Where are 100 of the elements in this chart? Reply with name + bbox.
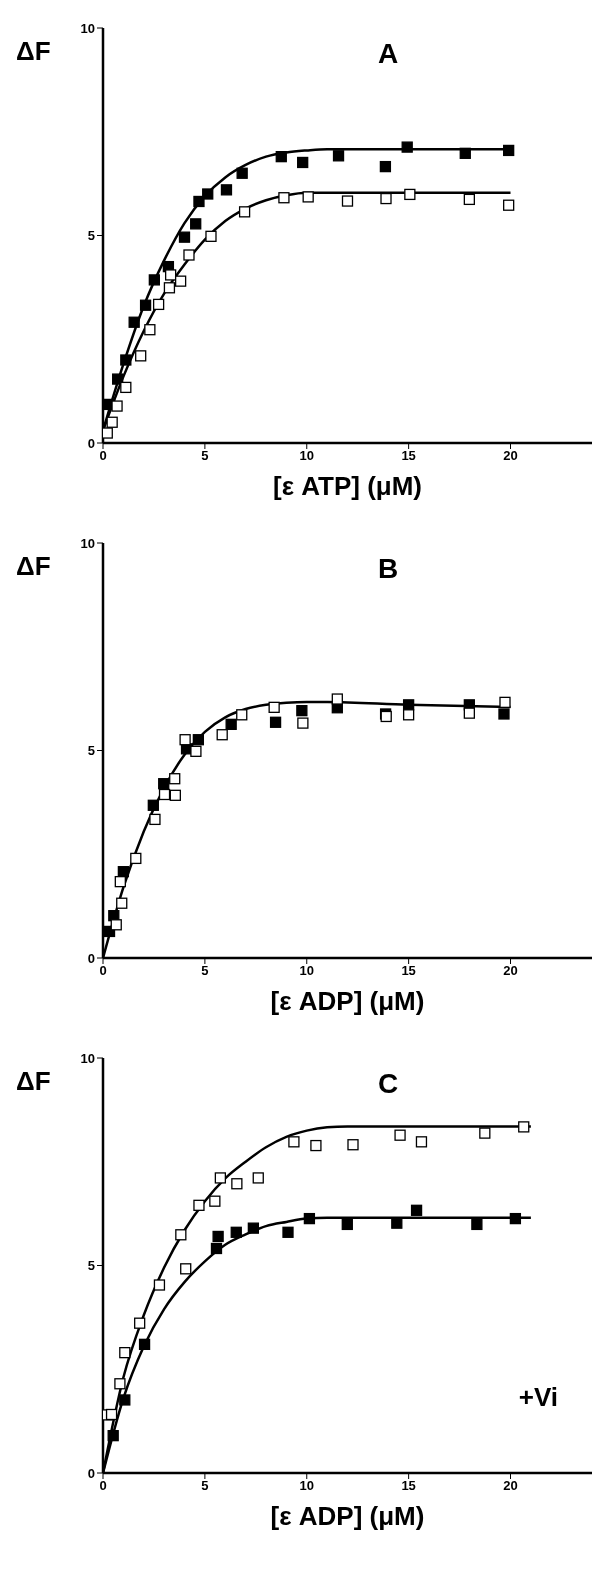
point [394, 1129, 406, 1141]
x-tick-label: 10 [299, 448, 314, 464]
point [459, 147, 471, 159]
y-tick-label: 0 [87, 1465, 95, 1481]
point [149, 813, 161, 826]
point [119, 1394, 131, 1406]
y-tick-label: 5 [87, 1258, 95, 1274]
point [175, 1229, 187, 1241]
y-tick-label: 0 [87, 435, 95, 451]
point [302, 191, 314, 203]
x-tick-label: 5 [201, 1478, 209, 1494]
point [303, 1212, 316, 1225]
point [379, 160, 392, 173]
x-tick-label: 10 [299, 1478, 314, 1494]
y-tick-label: 5 [87, 743, 95, 759]
y-axis-title: ΔF [16, 1066, 51, 1097]
point [130, 852, 142, 865]
chart-title: B [377, 553, 399, 584]
point [238, 206, 251, 218]
point [297, 156, 309, 169]
point [153, 1279, 166, 1291]
point [310, 1139, 322, 1152]
point [128, 316, 140, 328]
point [163, 282, 176, 294]
x-tick-label: 10 [299, 963, 314, 979]
point [205, 230, 217, 242]
point [331, 693, 343, 705]
x-axis-title: [ε ADP] (μM) [270, 1501, 425, 1531]
point [190, 218, 202, 230]
point [147, 799, 159, 811]
y-tick-label: 10 [80, 535, 95, 551]
point [341, 195, 354, 207]
point [463, 707, 475, 719]
point [178, 231, 191, 243]
point [230, 1226, 242, 1238]
point [192, 734, 205, 746]
point [148, 274, 160, 286]
point [220, 184, 233, 196]
x-tick-label: 20 [503, 1478, 518, 1494]
x-tick-label: 15 [401, 448, 416, 464]
point [288, 1136, 300, 1148]
point [297, 717, 309, 729]
x-tick-label: 15 [401, 1478, 416, 1494]
point [332, 150, 345, 162]
point [138, 1338, 151, 1350]
point [268, 701, 280, 713]
point [499, 696, 511, 709]
x-tick-label: 20 [503, 448, 518, 464]
point [165, 269, 177, 281]
point [202, 188, 214, 200]
point [236, 709, 248, 721]
point [190, 745, 202, 757]
point [134, 1317, 146, 1329]
point [114, 1378, 126, 1390]
x-tick-label: 0 [99, 1478, 107, 1494]
chart-title: C [377, 1068, 399, 1099]
y-axis-title: ΔF [16, 36, 51, 67]
point [193, 195, 205, 208]
point [116, 897, 128, 909]
point [231, 1178, 243, 1190]
point [282, 1226, 294, 1238]
point [225, 718, 237, 731]
point [158, 788, 171, 801]
point [112, 373, 124, 385]
point [183, 249, 195, 261]
point [471, 1218, 483, 1231]
x-tick-label: 15 [401, 963, 416, 979]
point [236, 167, 248, 179]
point [212, 1230, 224, 1243]
x-tick-label: 20 [503, 963, 518, 979]
point [278, 192, 290, 204]
x-tick-label: 5 [201, 448, 209, 464]
point [341, 1218, 353, 1231]
point [498, 708, 510, 720]
y-tick-label: 5 [87, 228, 95, 244]
x-tick-label: 0 [99, 448, 107, 464]
y-axis-title: ΔF [16, 551, 51, 582]
point [269, 716, 282, 728]
point [503, 144, 515, 157]
point [110, 919, 122, 931]
point [402, 709, 415, 721]
point [275, 151, 287, 163]
point [180, 1263, 192, 1275]
point [503, 199, 515, 211]
point [401, 141, 413, 153]
point [296, 705, 308, 717]
y-tick-label: 10 [80, 20, 95, 36]
point [210, 1242, 223, 1255]
point [193, 1199, 205, 1211]
point [120, 354, 132, 366]
point [214, 1172, 227, 1184]
point [158, 778, 170, 790]
point [404, 188, 416, 201]
point [209, 1195, 221, 1207]
chart-title: A [377, 38, 399, 69]
x-tick-label: 0 [99, 963, 107, 979]
point [415, 1136, 428, 1148]
point [216, 729, 228, 741]
point [247, 1222, 260, 1234]
point [117, 866, 130, 878]
